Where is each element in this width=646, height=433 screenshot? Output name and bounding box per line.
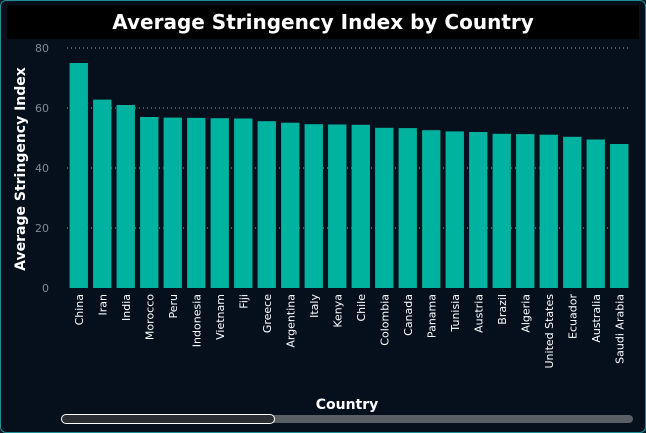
y-tick-label: 0 [42, 282, 49, 295]
x-tick-label: India [120, 294, 133, 321]
bar[interactable] [516, 134, 535, 288]
bar[interactable] [610, 144, 629, 288]
bar[interactable] [586, 139, 605, 289]
bar[interactable] [187, 117, 206, 289]
bar[interactable] [304, 124, 323, 288]
bar[interactable] [375, 127, 394, 288]
bar[interactable] [469, 132, 488, 288]
x-tick-label: Iran [96, 294, 109, 316]
y-axis-label: Average Stringency Index [13, 67, 29, 271]
x-tick-label: Panama [425, 294, 438, 338]
x-tick-label: Tunisia [449, 294, 462, 333]
x-tick-labels: China Iran India Morocco Peru Indonesia Vietna… [73, 294, 627, 369]
x-tick-label: United States [543, 294, 556, 369]
x-tick-label: Ecuador [566, 294, 579, 339]
title-bar: Average Stringency Index by Country [7, 5, 639, 39]
bar[interactable] [445, 131, 464, 288]
scrollbar-thumb[interactable] [61, 414, 275, 424]
y-tick-label: 40 [35, 162, 49, 175]
x-tick-label: Brazil [496, 294, 509, 325]
x-tick-label: Peru [167, 294, 180, 319]
y-tick-label: 20 [35, 222, 49, 235]
bar[interactable] [422, 130, 441, 288]
x-tick-label: Chile [355, 294, 368, 322]
x-tick-label: Algeria [519, 294, 532, 333]
bar[interactable] [163, 117, 182, 288]
x-tick-label: Argentina [284, 294, 297, 348]
bar[interactable] [234, 118, 253, 289]
x-tick-label: Austria [472, 294, 485, 333]
bar[interactable] [257, 121, 276, 288]
x-tick-label: Australia [590, 294, 603, 343]
bar[interactable] [140, 117, 159, 288]
chart-title: Average Stringency Index by Country [112, 10, 534, 34]
bar[interactable] [351, 124, 370, 288]
bar[interactable] [69, 63, 88, 288]
x-tick-label: Saudi Arabia [613, 294, 626, 364]
bar[interactable] [93, 99, 112, 288]
x-tick-label: Canada [402, 294, 415, 336]
x-tick-label: Greece [261, 294, 274, 333]
horizontal-scrollbar[interactable] [61, 415, 633, 423]
bar[interactable] [398, 128, 417, 288]
bar[interactable] [116, 105, 135, 288]
y-tick-label: 60 [35, 102, 49, 115]
x-tick-label: China [73, 294, 86, 325]
bar[interactable] [492, 133, 511, 288]
x-axis-label: Country [315, 397, 379, 413]
bars [69, 63, 629, 289]
bar[interactable] [328, 124, 347, 289]
y-tick-labels: 0 20 40 60 80 [35, 42, 49, 295]
x-tick-label: Italy [308, 294, 321, 318]
bar[interactable] [563, 136, 582, 288]
bar[interactable] [281, 122, 300, 288]
x-tick-label: Indonesia [190, 294, 203, 347]
bar[interactable] [539, 134, 558, 288]
x-tick-label: Kenya [331, 294, 344, 328]
bar[interactable] [210, 118, 229, 288]
y-tick-label: 80 [35, 42, 49, 55]
x-tick-label: Colombia [378, 294, 391, 346]
x-tick-label: Fiji [237, 294, 250, 309]
x-tick-label: Vietnam [214, 294, 227, 340]
x-tick-label: Morocco [143, 294, 156, 340]
